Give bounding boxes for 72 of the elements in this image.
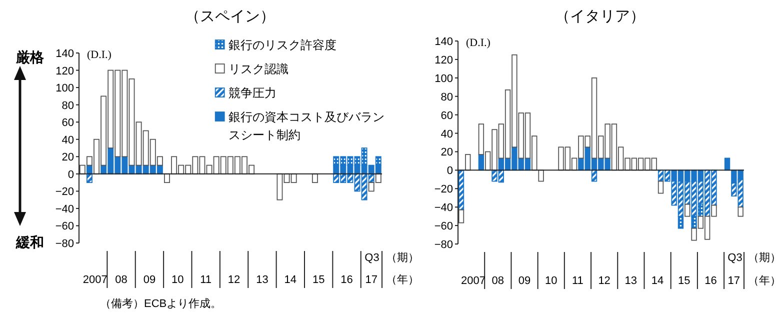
x-tick-label: 08 xyxy=(115,274,128,286)
y-tick-label: −40 xyxy=(434,202,453,214)
x-tick-label: 14 xyxy=(284,274,297,286)
x-axis-title: （年） xyxy=(748,275,781,287)
y-tick-label: 100 xyxy=(56,82,74,95)
x-tick-label: 16 xyxy=(704,275,717,287)
legend-label: 銀行の資本コスト及びバランスシート制約 xyxy=(228,110,384,142)
x-tick-label: 10 xyxy=(544,275,558,287)
x-tick-label: 13 xyxy=(624,275,638,287)
bar xyxy=(684,204,690,217)
y-axis-title: (D.I.) xyxy=(466,37,491,49)
bar xyxy=(458,209,464,224)
y-tick-label: −80 xyxy=(434,239,453,251)
legend-label: 銀行のリスク許容度 xyxy=(228,38,336,52)
legend-label: 競争圧力 xyxy=(228,86,276,100)
y-tick-label: −60 xyxy=(55,220,74,233)
x-tick-label: 15 xyxy=(312,274,325,286)
y-tick-label: 120 xyxy=(56,65,74,78)
x-tick-label: 09 xyxy=(143,274,156,286)
y-tick-label: −20 xyxy=(434,184,453,196)
y-tick-label: 40 xyxy=(62,134,74,146)
y-tick-label: 100 xyxy=(434,72,453,85)
legend-label: リスク認識 xyxy=(228,62,288,76)
x-tick-label: 08 xyxy=(492,275,504,287)
y-tick-label: 80 xyxy=(62,100,74,112)
y-tick-label: 60 xyxy=(62,117,74,130)
y-tick-label: 60 xyxy=(440,110,453,122)
y-tick-label: −60 xyxy=(434,220,453,233)
x-tick-label: 2007 xyxy=(82,274,108,286)
x-tick-label: 14 xyxy=(651,275,664,287)
y-tick-label: 140 xyxy=(56,48,74,60)
text: 厳格 xyxy=(15,49,45,65)
text: （備考）ECBより作成。 xyxy=(100,297,222,310)
bar xyxy=(538,170,544,182)
bar xyxy=(458,170,464,210)
y-tick-label: 40 xyxy=(440,128,453,140)
x-axis-title: （年） xyxy=(386,274,419,286)
bar xyxy=(164,173,170,183)
y-tick-label: 0 xyxy=(68,168,74,181)
y-tick-label: 0 xyxy=(446,165,453,178)
x-tick-label: 13 xyxy=(256,274,268,286)
x-tick-label: 10 xyxy=(172,274,184,286)
bar xyxy=(738,206,744,217)
y-tick-label: −80 xyxy=(55,238,74,250)
y-tick-label: −20 xyxy=(55,186,74,198)
bar xyxy=(724,158,730,171)
bar xyxy=(658,180,664,194)
x-tick-label: 09 xyxy=(518,275,531,287)
y-tick-label: 80 xyxy=(440,91,453,104)
y-tick-label: 140 xyxy=(434,36,453,48)
bar xyxy=(312,173,318,183)
text: （期） xyxy=(386,252,419,264)
y-tick-label: 20 xyxy=(440,146,453,159)
x-tick-label: 15 xyxy=(678,275,690,287)
chart-title: （スペイン） xyxy=(185,9,275,25)
y-tick-label: −40 xyxy=(55,203,74,216)
chart-title: （イタリア） xyxy=(555,9,645,25)
x-tick-label: 11 xyxy=(200,274,212,286)
text: 緩和 xyxy=(15,234,44,250)
text: （期） xyxy=(748,252,781,264)
y-tick-label: 20 xyxy=(62,152,74,164)
text: Q3 xyxy=(728,252,742,264)
text: Q3 xyxy=(364,252,380,264)
y-tick-label: 120 xyxy=(434,54,453,66)
x-tick-label: 11 xyxy=(572,275,584,287)
bar xyxy=(465,154,471,171)
x-tick-label: 17 xyxy=(728,275,740,287)
x-tick-label: 17 xyxy=(365,274,378,286)
x-tick-label: 12 xyxy=(228,274,240,286)
x-tick-label: 16 xyxy=(340,274,353,286)
y-axis-title: (D.I.) xyxy=(87,49,112,61)
x-tick-label: 12 xyxy=(598,275,610,287)
